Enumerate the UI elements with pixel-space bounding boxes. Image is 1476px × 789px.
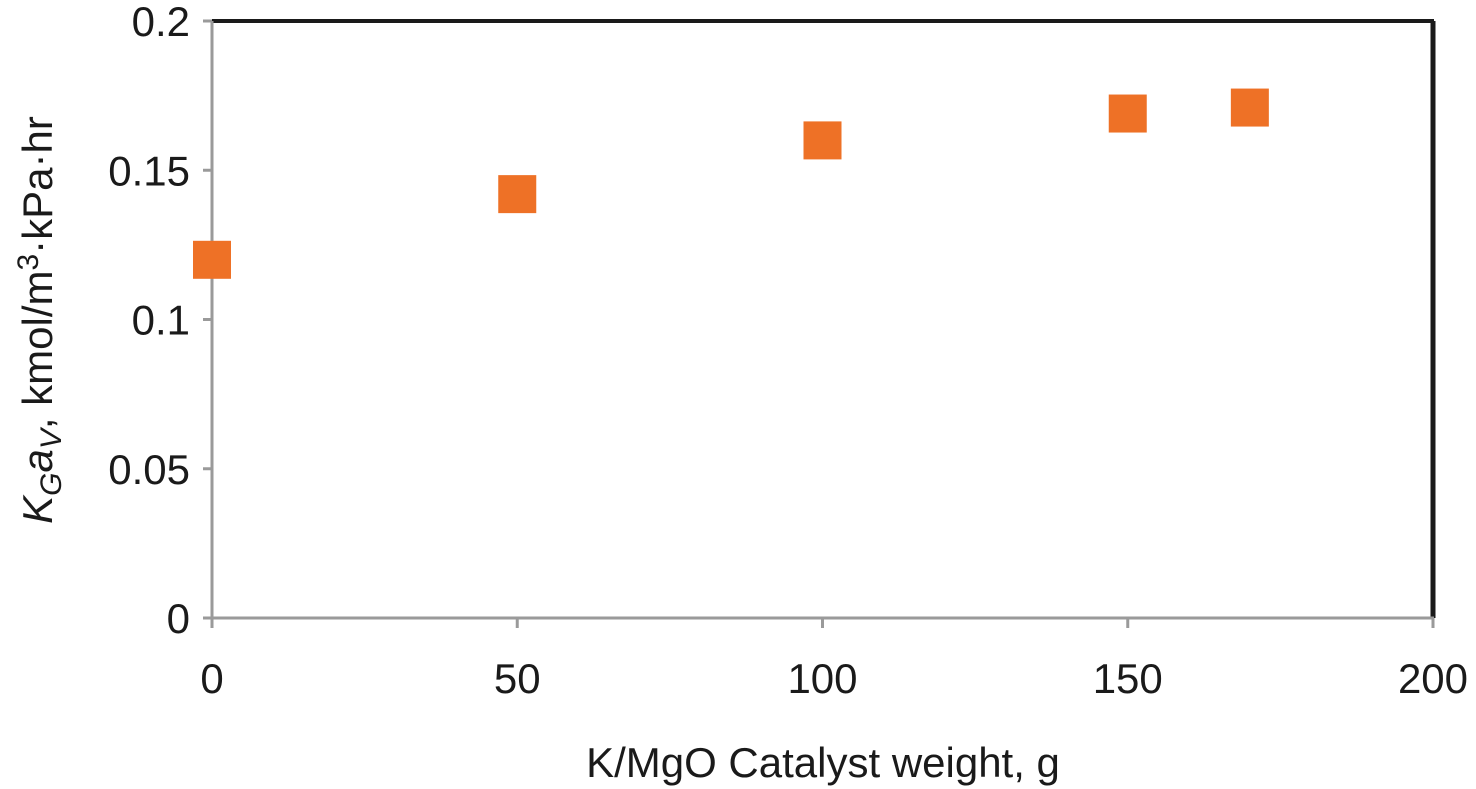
- data-point: [498, 175, 537, 214]
- y-tick-label: 0.1: [132, 297, 190, 344]
- y-axis-title-a-sub: V: [35, 426, 68, 449]
- y-axis-title-units: , kmol/m: [14, 270, 61, 429]
- x-tick-label: 200: [1398, 655, 1468, 702]
- y-tick-label: 0.05: [108, 446, 190, 493]
- x-axis-title: K/MgO Catalyst weight, g: [586, 739, 1060, 786]
- x-tick-label: 50: [494, 655, 541, 702]
- x-ticks: 0 50 100 150 200: [200, 618, 1468, 702]
- plot-area: [212, 21, 1433, 618]
- x-tick-label: 100: [787, 655, 857, 702]
- x-tick-label: 0: [200, 655, 223, 702]
- y-tick-label: 0: [167, 595, 190, 642]
- y-tick-label: 0.2: [132, 0, 190, 45]
- y-axis-title-k: K: [14, 494, 61, 524]
- y-axis-title-k-sub: G: [35, 473, 68, 496]
- data-point: [1230, 88, 1269, 127]
- data-point: [1108, 94, 1147, 133]
- data-points: [193, 88, 1269, 279]
- y-axis-title-a: a: [14, 449, 61, 472]
- data-point: [803, 121, 842, 160]
- y-axis-title: KGaV, kmol/m3·kPa·hr: [12, 116, 68, 524]
- y-ticks: 0 0.05 0.1 0.15 0.2: [108, 0, 212, 642]
- y-axis-title-units-sup: 3: [12, 254, 45, 271]
- x-tick-label: 150: [1093, 655, 1163, 702]
- y-tick-label: 0.15: [108, 147, 190, 194]
- y-axis-title-units-post: ·kPa·hr: [14, 116, 61, 254]
- data-point: [193, 240, 231, 279]
